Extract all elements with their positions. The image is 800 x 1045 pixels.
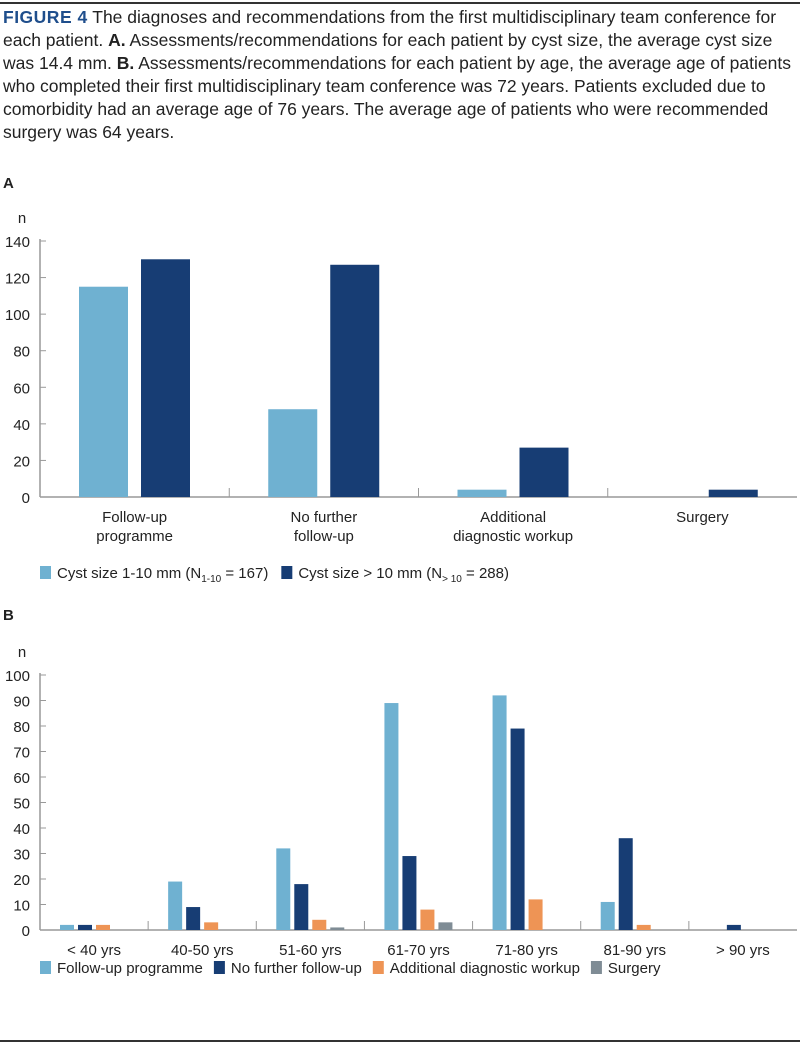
bar-additional-diagnostic-workup [204, 922, 219, 930]
x-tick-label: programme [96, 528, 173, 545]
y-axis-label: n [18, 210, 26, 227]
y-tick-label: 30 [13, 847, 30, 864]
bar-cyst-size-1-10-mm [457, 489, 507, 497]
legend-entry: Follow-up programme [57, 960, 203, 977]
bar-no-further-follow-up [78, 924, 92, 930]
y-tick-label: 120 [5, 271, 30, 288]
y-tick-label: 40 [13, 417, 30, 434]
x-tick-label: 40-50 yrs [171, 942, 234, 959]
bar-follow-up-programme [600, 901, 615, 930]
legend-swatch [40, 566, 51, 579]
legend-entry: Surgery [608, 960, 661, 977]
y-tick-label: 80 [13, 719, 30, 736]
legend-swatch [590, 961, 602, 974]
y-axis-label: n [18, 644, 26, 661]
x-tick-label: < 40 yrs [67, 942, 121, 959]
x-tick-label: No further [291, 509, 358, 526]
x-tick-label: 51-60 yrs [279, 942, 342, 959]
x-tick-label: > 90 yrs [716, 942, 770, 959]
bar-additional-diagnostic-workup [528, 899, 543, 930]
legend-swatch [281, 566, 293, 579]
y-tick-label: 70 [13, 745, 30, 762]
legend-swatch [40, 961, 51, 974]
bar-follow-up-programme [276, 848, 291, 930]
chart-a: n 0 20 40 60 80 100 120 140 Follow-up programme No … [5, 210, 797, 585]
panel-label-b: B [3, 607, 14, 624]
bar-cyst-size-1-10-mm [79, 286, 128, 497]
legend-swatch [372, 961, 384, 974]
bar-additional-diagnostic-workup [636, 924, 651, 930]
x-tick-label: Additional [480, 509, 546, 526]
x-tick-label: 61-70 yrs [387, 942, 450, 959]
bar-follow-up-programme [60, 924, 74, 930]
y-tick-label: 60 [13, 770, 30, 787]
y-tick-label: 10 [13, 898, 30, 915]
bar-cyst-size-10-mm [141, 259, 190, 497]
bar-additional-diagnostic-workup [312, 919, 327, 930]
bar-no-further-follow-up [186, 907, 201, 930]
legend-entry: Cyst size > 10 mm (N> 10 = 288) [298, 565, 509, 585]
legend-entry: Additional diagnostic workup [390, 960, 580, 977]
legend-swatch [213, 961, 225, 974]
figure-caption: FIGURE 4 The diagnoses and recommendatio… [3, 7, 791, 142]
y-tick-label: 40 [13, 821, 30, 838]
y-tick-label: 20 [13, 872, 30, 889]
bar-follow-up-programme [384, 703, 399, 930]
bar-cyst-size-10-mm [708, 489, 758, 497]
bar-no-further-follow-up [618, 838, 633, 930]
bar-cyst-size-10-mm [519, 447, 569, 497]
x-tick-label: 71-80 yrs [495, 942, 558, 959]
figure-label: FIGURE 4 [3, 7, 88, 27]
y-tick-label: 0 [22, 923, 30, 940]
bar-surgery [330, 927, 345, 930]
y-tick-label: 80 [13, 344, 30, 361]
y-tick-label: 0 [22, 490, 30, 507]
x-tick-label: follow-up [294, 528, 354, 545]
bottom-rule [0, 1040, 800, 1042]
bar-no-further-follow-up [294, 884, 309, 930]
x-tick-label: Follow-up [102, 509, 167, 526]
legend-entry: Cyst size 1-10 mm (N1-10 = 167) [57, 565, 268, 585]
bar-follow-up-programme [168, 881, 183, 930]
y-tick-label: 50 [13, 796, 30, 813]
bar-no-further-follow-up [510, 728, 525, 930]
bar-additional-diagnostic-workup [96, 924, 110, 930]
top-rule [0, 2, 800, 4]
y-tick-label: 60 [13, 380, 30, 397]
bar-follow-up-programme [492, 695, 507, 930]
panel-label-a: A [3, 175, 14, 192]
legend-entry: No further follow-up [231, 960, 362, 977]
y-tick-label: 100 [5, 307, 30, 324]
x-tick-label: 81-90 yrs [604, 942, 667, 959]
bar-no-further-follow-up [726, 924, 741, 930]
x-tick-label: Surgery [676, 509, 729, 526]
y-tick-label: 20 [13, 453, 30, 470]
bar-no-further-follow-up [402, 856, 417, 930]
y-tick-label: 140 [5, 234, 30, 251]
y-tick-label: 90 [13, 694, 30, 711]
bar-surgery [438, 922, 453, 930]
bar-cyst-size-10-mm [330, 264, 380, 497]
x-tick-label: diagnostic workup [453, 528, 573, 545]
y-tick-label: 100 [5, 668, 30, 685]
bar-cyst-size-1-10-mm [268, 409, 318, 497]
bar-additional-diagnostic-workup [420, 909, 435, 930]
